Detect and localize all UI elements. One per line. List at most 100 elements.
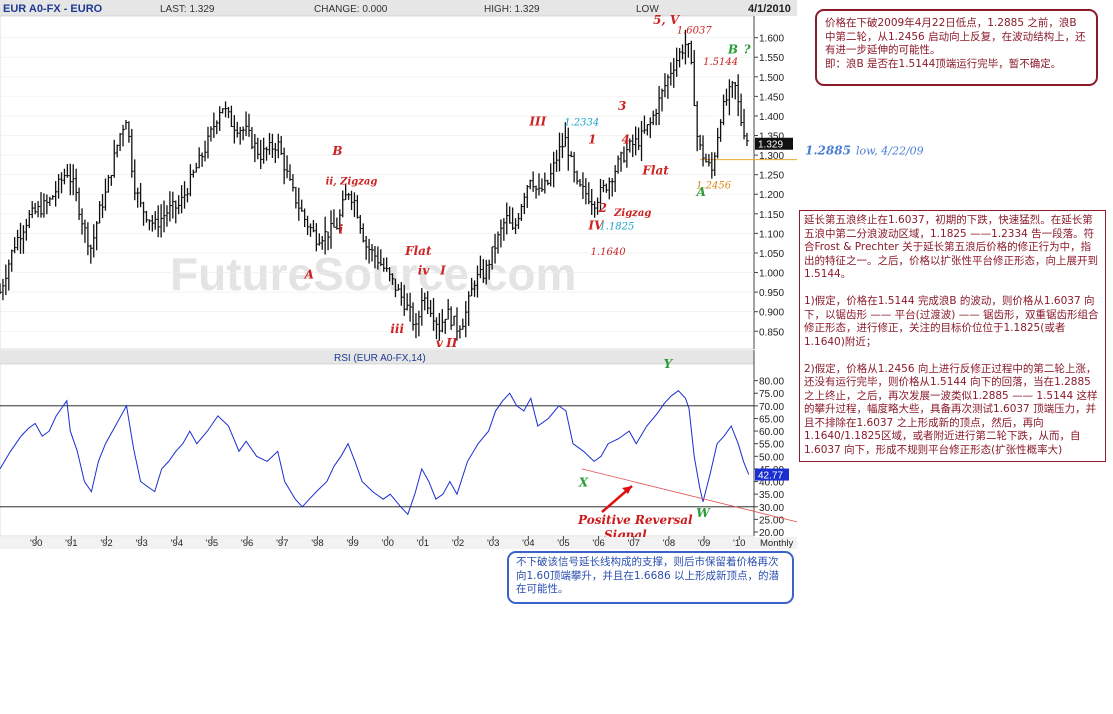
x-axis-bar (0, 537, 797, 549)
price-tick-label: 1.300 (759, 151, 784, 162)
wave-label: B (727, 42, 738, 56)
x-tick-label: '95 (206, 538, 218, 549)
wave-label: 1.2456 (696, 180, 732, 191)
x-tick-label: '08 (663, 538, 675, 549)
reference-label: low, 4/22/09 (856, 145, 924, 158)
watermark: FutureSource.com (170, 248, 576, 300)
rsi-tick-label: 30.00 (759, 503, 784, 514)
price-tick-label: 1.500 (759, 73, 784, 84)
header-bar (0, 0, 797, 16)
rsi-wave-label: Y (664, 357, 674, 371)
x-tick-label: '90 (30, 538, 42, 549)
x-tick-label: '07 (628, 538, 640, 549)
rsi-wave-label: X (578, 476, 589, 490)
rsi-y-axis: 80.0075.0070.0065.0060.0055.0050.0045.00… (754, 377, 784, 539)
x-tick-label: '01 (417, 538, 429, 549)
wave-label: 5, V (653, 13, 681, 27)
x-tick-label: '94 (171, 538, 183, 549)
x-tick-label: '93 (135, 538, 147, 549)
rsi-trendline (581, 468, 798, 523)
note-top: 价格在下破2009年4月22日低点，1.2885 之前，浪B 中第二轮，从1.2… (815, 9, 1098, 86)
price-tick-label: 1.600 (759, 34, 784, 45)
price-tick-label: 0.850 (759, 327, 784, 338)
x-tick-label: '02 (452, 538, 464, 549)
x-tick-label: '96 (241, 538, 253, 549)
x-tick-label: '00 (382, 538, 394, 549)
rsi-tick-label: 20.00 (759, 528, 784, 539)
rsi-tick-label: 60.00 (759, 427, 784, 438)
rsi-wave-labels: Y X W (578, 357, 711, 520)
wave-label: 2 (598, 201, 607, 215)
rsi-title: RSI (EUR A0-FX,14) (334, 353, 426, 364)
date-readout: 4/1/2010 (748, 3, 791, 15)
rsi-tick-label: 65.00 (759, 414, 784, 425)
price-tick-label: 1.350 (759, 132, 784, 143)
rsi-tick-label: 80.00 (759, 377, 784, 388)
low-readout: LOW (636, 4, 659, 15)
wave-label: II (445, 336, 458, 350)
high-readout: HIGH: 1.329 (484, 4, 540, 15)
x-tick-label: '06 (592, 538, 604, 549)
rsi-tick-label: 35.00 (759, 490, 784, 501)
wave-label: 1 (588, 132, 596, 146)
rsi-wave-label: W (696, 506, 711, 520)
wave-label: 1.6037 (677, 26, 713, 37)
price-tick-label: 1.100 (759, 229, 784, 240)
x-tick-label: '04 (522, 538, 534, 549)
rsi-tick-label: 75.00 (759, 389, 784, 400)
wave-label: ? (743, 42, 751, 56)
wave-label: i (339, 222, 344, 236)
price-tick-label: 0.900 (759, 308, 784, 319)
reference-value: 1.2885 (805, 144, 851, 158)
last-price-label: 1.329 (758, 140, 783, 151)
wave-label: iv (418, 263, 431, 277)
x-tick-label: '98 (311, 538, 323, 549)
price-tick-label: 1.250 (759, 171, 784, 182)
rsi-gridlines (0, 405, 754, 508)
x-tick-label: '10 (733, 538, 745, 549)
rsi-tick-label: 25.00 (759, 515, 784, 526)
wave-label: 3 (618, 99, 626, 113)
rsi-tick-label: 70.00 (759, 402, 784, 413)
rsi-tick-label: 55.00 (759, 440, 784, 451)
price-tick-label: 1.050 (759, 249, 784, 260)
x-tick-label: '97 (276, 538, 288, 549)
wave-label: 4 (622, 132, 630, 146)
wave-label: 1.1640 (591, 247, 627, 258)
rsi-last-label: 42.77 (758, 471, 783, 482)
x-tick-label: '92 (100, 538, 112, 549)
signal-label-line1: Positive Reversal (577, 513, 693, 527)
x-tick-label: '03 (487, 538, 499, 549)
price-tick-label: 1.550 (759, 53, 784, 64)
rsi-tick-label: 40.00 (759, 478, 784, 489)
wave-label: ii, Zigzag (326, 176, 378, 187)
price-panel: FutureSource.com 1.600 1.550 1.500 1.450 1.4… (0, 13, 924, 350)
price-tick-label: 1.450 (759, 92, 784, 103)
wave-label: IV (587, 218, 605, 232)
wave-label: Flat (641, 164, 669, 178)
x-axis: '90 '91 '92 '93 '94 '95 '96 '97 '98 '99 '00 '01 '02 '… (30, 536, 794, 549)
rsi-tick-label: 50.00 (759, 452, 784, 463)
wave-label: 1.1825 (599, 221, 634, 232)
price-tick-label: 1.150 (759, 210, 784, 221)
x-tick-label: '05 (557, 538, 569, 549)
change-readout: CHANGE: 0.000 (314, 4, 388, 15)
last-readout: LAST: 1.329 (160, 4, 215, 15)
wave-label: iii (390, 322, 404, 336)
x-tick-label: '91 (65, 538, 77, 549)
wave-label: A (696, 185, 706, 199)
wave-label: Zigzag (613, 208, 651, 219)
rsi-line (0, 390, 750, 516)
wave-label: III (528, 115, 546, 129)
price-tick-label: 1.200 (759, 190, 784, 201)
wave-label: 1.2334 (564, 118, 599, 129)
wave-label: B (331, 144, 342, 158)
price-y-axis: 1.600 1.550 1.500 1.450 1.400 1.350 1.300 1.250… (754, 34, 784, 338)
signal-arrow-head (622, 486, 632, 494)
x-tick-label: '09 (698, 538, 710, 549)
x-tick-label: '99 (346, 538, 358, 549)
note-right: 延长第五浪终止在1.6037，初期的下跌，快速猛烈。在延长第五浪中第二分浪波动区… (799, 210, 1106, 462)
